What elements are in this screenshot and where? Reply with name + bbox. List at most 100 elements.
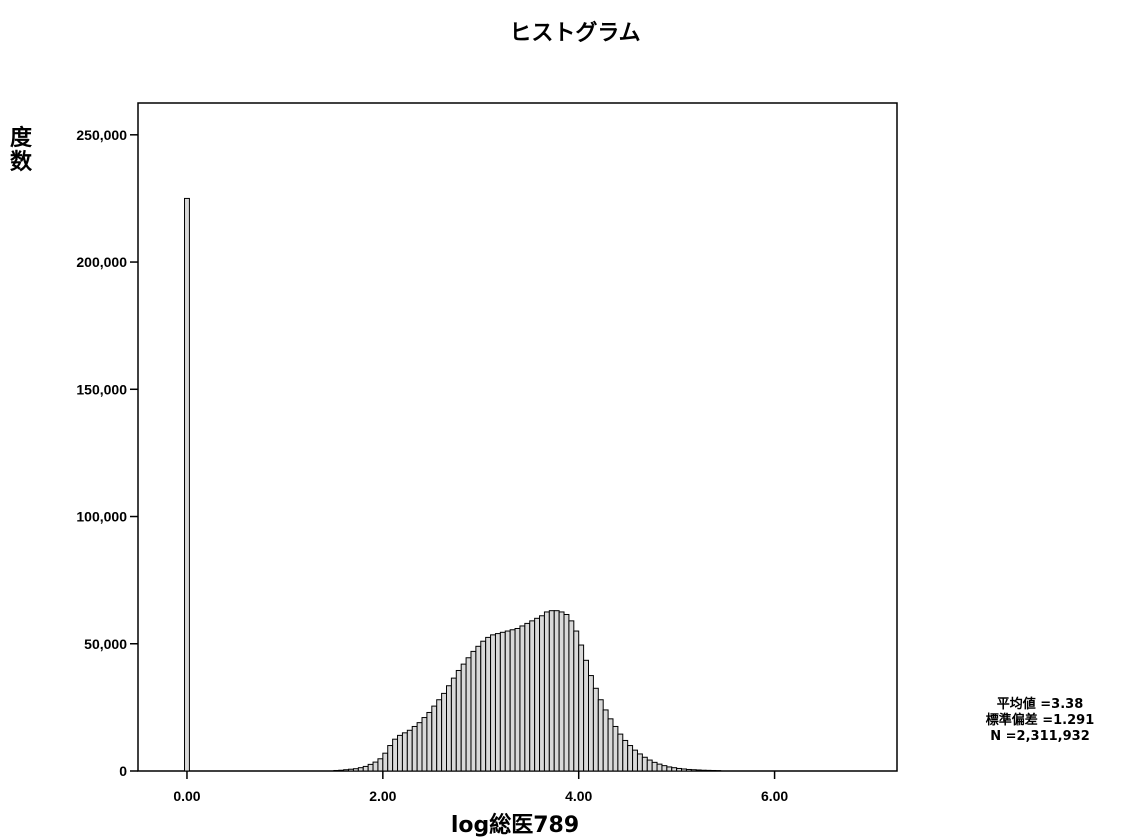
histogram-bar <box>568 620 575 772</box>
y-axis-label: 度数 <box>10 125 33 175</box>
histogram-bar <box>406 729 413 772</box>
histogram-bar <box>348 768 354 772</box>
stat-mean: 平均値 =3.38 <box>997 696 1084 712</box>
histogram-bar <box>705 769 712 772</box>
x-tick-label: 6.00 <box>761 788 788 804</box>
histogram-bar <box>490 634 496 772</box>
histogram-bar <box>607 718 614 772</box>
y-tick-label: 100,000 <box>76 509 127 525</box>
y-tick-label: 200,000 <box>76 254 127 270</box>
histogram-bar <box>539 615 545 772</box>
histogram-bar <box>602 709 609 772</box>
histogram-bar <box>367 763 374 772</box>
histogram-bar <box>592 687 599 772</box>
histogram-bar <box>401 732 408 772</box>
histogram-bar <box>514 627 521 772</box>
histogram-bar <box>588 675 594 772</box>
histogram-bar <box>695 769 702 772</box>
histogram-bar <box>676 767 683 772</box>
y-tick-label: 50,000 <box>84 636 127 652</box>
histogram-bar <box>441 692 447 772</box>
histogram-bar <box>583 659 590 772</box>
x-tick-label: 2.00 <box>369 788 396 804</box>
histogram-bar <box>436 699 443 772</box>
statistics-box: 平均値 =3.38 標準偏差 =1.291 N =2,311,932 <box>986 696 1095 744</box>
histogram-bar <box>553 610 560 772</box>
histogram-bar <box>622 739 629 772</box>
histogram-bar <box>666 766 673 772</box>
histogram-bar <box>543 611 550 772</box>
stat-std: 標準偏差 =1.291 <box>986 712 1095 728</box>
histogram-bar <box>480 640 487 772</box>
histogram-bar <box>710 769 717 772</box>
histogram-bar <box>573 630 580 772</box>
histogram-bar <box>445 685 452 772</box>
histogram-bar <box>671 767 678 772</box>
y-tick-label: 250,000 <box>76 127 127 143</box>
histogram-bar <box>411 725 418 772</box>
histogram-bar <box>465 657 472 772</box>
histogram-bar <box>357 767 364 772</box>
histogram-bar <box>558 611 565 772</box>
histogram-bar <box>431 705 438 772</box>
histogram-bar <box>333 769 340 772</box>
histogram-bar <box>656 763 663 772</box>
stat-n: N =2,311,932 <box>990 729 1090 744</box>
histogram-bar <box>343 769 350 772</box>
histogram-bar <box>352 768 359 772</box>
x-axis-label: log総医789 <box>451 812 579 838</box>
histogram-bar <box>690 769 697 772</box>
x-tick-label: 4.00 <box>565 788 592 804</box>
histogram-bar <box>387 745 394 772</box>
histogram-bar <box>460 663 467 772</box>
histogram-bar <box>627 745 634 772</box>
histogram-bar <box>617 733 624 772</box>
histogram-bar <box>578 644 585 772</box>
histogram-bar <box>377 758 384 772</box>
x-tick-label: 0.00 <box>173 788 200 804</box>
histogram-bar <box>499 631 506 772</box>
histogram-bar <box>651 761 658 772</box>
histogram-bar <box>475 645 482 772</box>
histogram-bar <box>563 613 570 772</box>
histogram-bar <box>509 629 516 772</box>
histogram-bar <box>397 734 403 772</box>
chart-title: ヒストグラム <box>509 20 640 46</box>
x-axis-ticks: 0.00 2.00 4.00 6.00 <box>173 771 788 804</box>
histogram-bar <box>504 630 511 772</box>
histogram-bar <box>700 769 707 772</box>
y-tick-label: 150,000 <box>76 381 127 397</box>
histogram-bar <box>612 725 619 772</box>
histogram-bar <box>519 625 526 772</box>
histogram-bar <box>636 753 643 772</box>
histogram-bar <box>534 617 541 772</box>
histogram-bar <box>494 633 501 772</box>
histogram-bar <box>661 765 668 772</box>
histogram-bar <box>338 769 345 772</box>
histogram-bar <box>641 756 648 772</box>
histogram-bar <box>548 610 555 772</box>
y-tick-label: 0 <box>119 763 127 779</box>
y-axis-ticks: 0 50,000 100,000 150,000 200,000 250,000 <box>76 127 138 779</box>
histogram-bar <box>524 622 531 772</box>
y-axis-label-char: 数 <box>10 149 33 175</box>
histogram-bar <box>646 759 653 772</box>
histogram-bar <box>450 677 457 772</box>
histogram-bar <box>392 738 399 772</box>
y-axis-label-char: 度 <box>10 125 33 151</box>
histogram-bar <box>485 636 492 772</box>
histogram-bar <box>632 749 638 772</box>
histogram-bar <box>470 650 477 772</box>
histogram-bar <box>529 620 536 772</box>
histogram-bar <box>597 699 604 772</box>
histogram-bar <box>416 722 423 772</box>
histogram-bar <box>681 768 687 772</box>
histogram-bar <box>362 765 369 772</box>
histogram-bar <box>372 761 379 772</box>
histogram-bar <box>382 752 389 772</box>
histogram-bar <box>421 717 428 772</box>
histogram-bar <box>685 768 692 772</box>
histogram-bar <box>455 669 462 772</box>
histogram-bars <box>184 197 722 772</box>
